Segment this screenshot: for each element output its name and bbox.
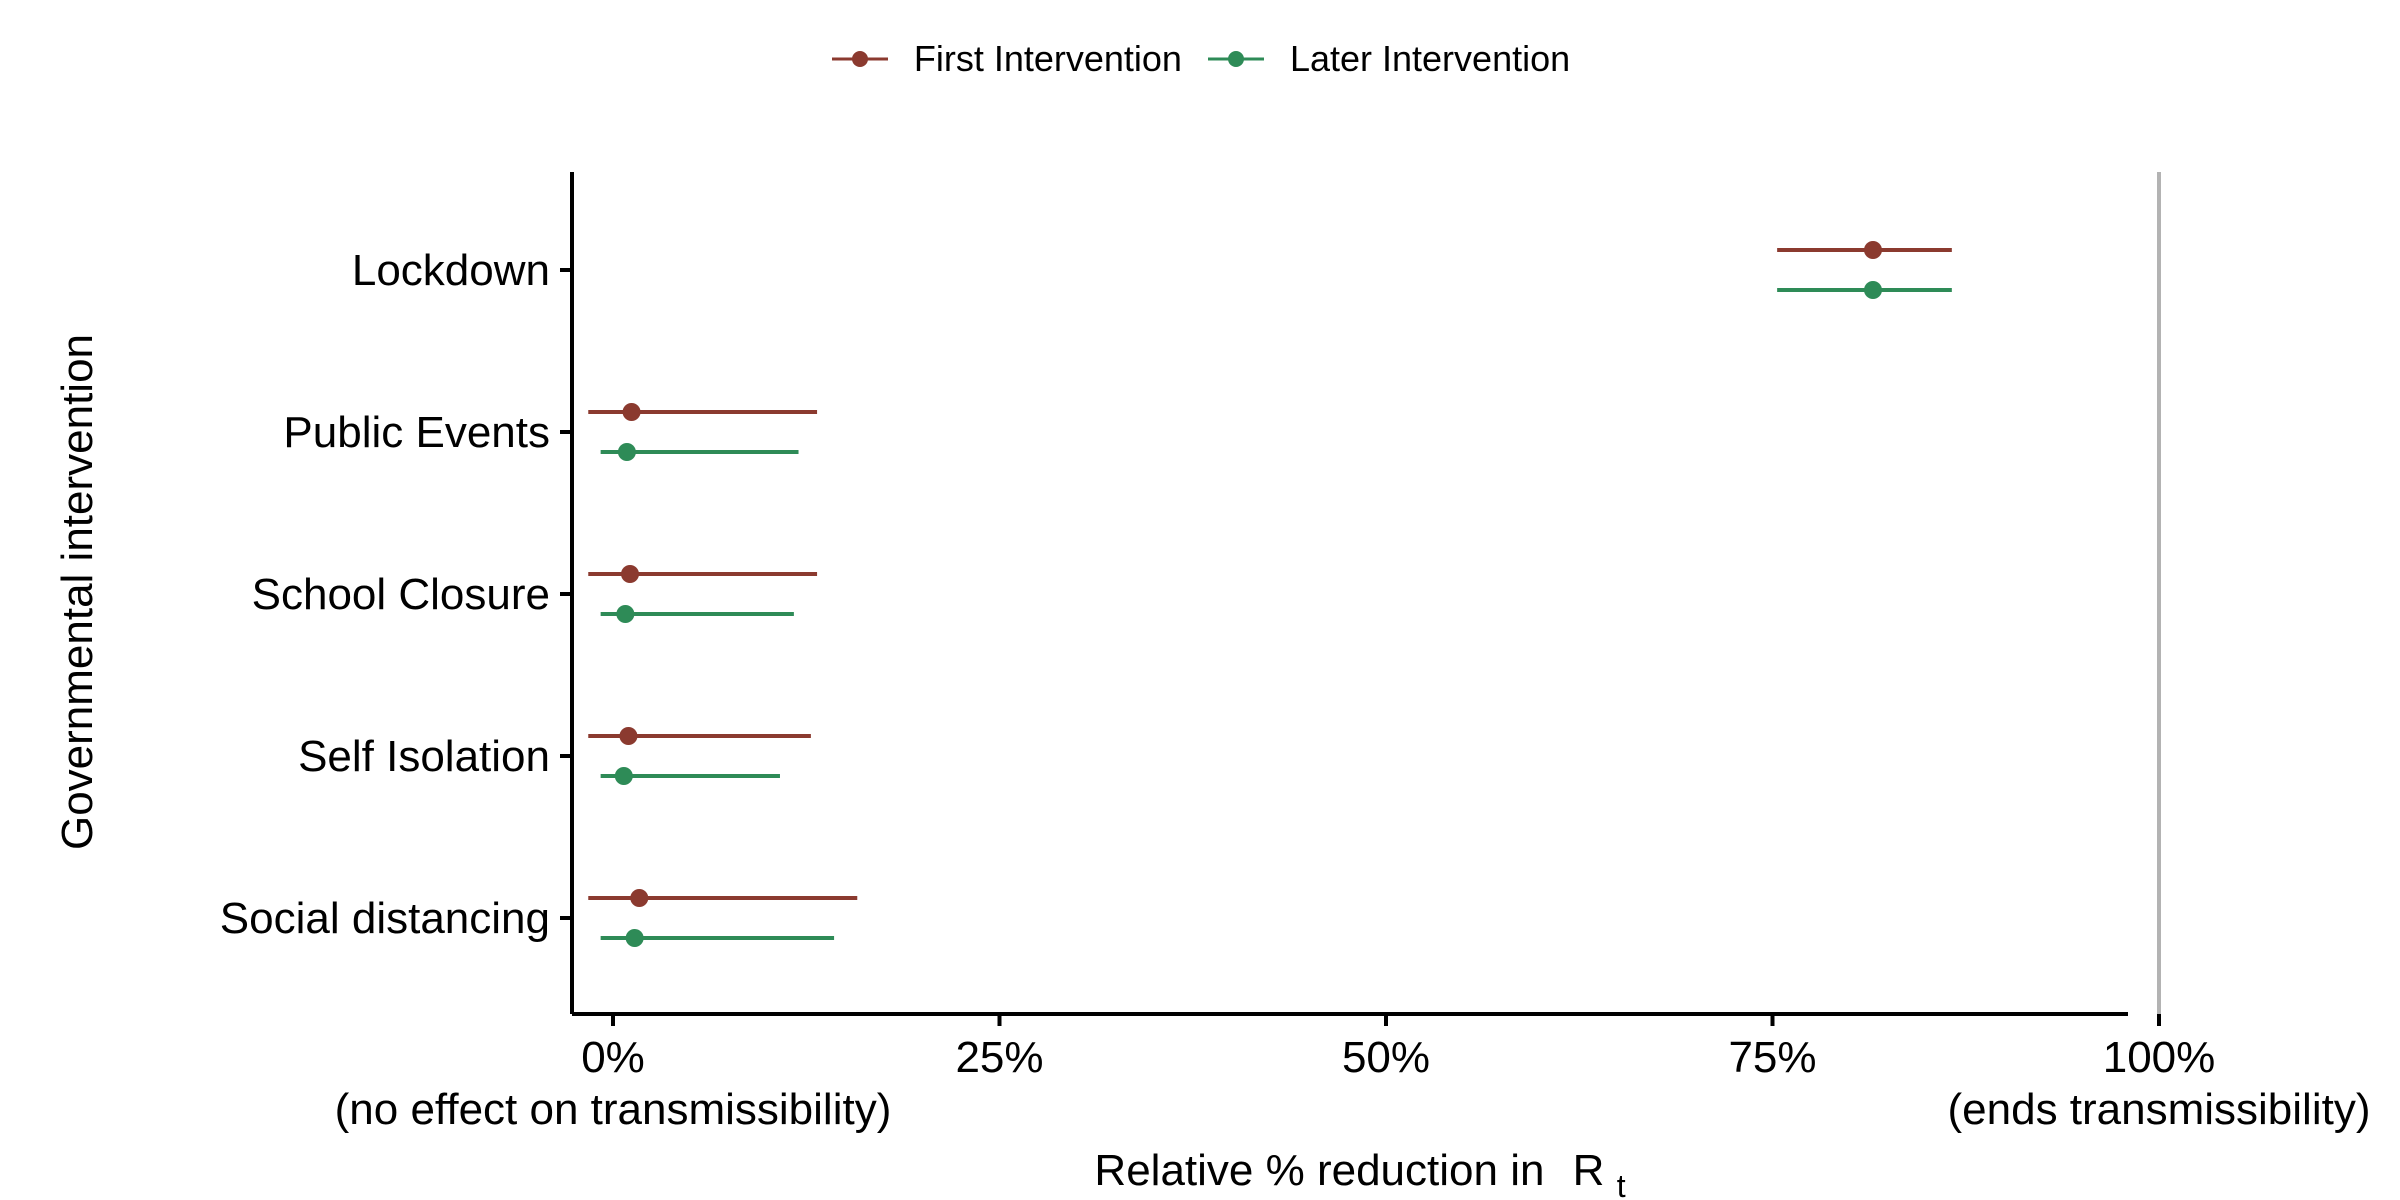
legend-item-first: First Intervention xyxy=(830,38,1182,80)
y-tick-label: Social distancing xyxy=(220,894,550,943)
legend-key-first-dot xyxy=(851,51,868,67)
x-axis-title-subscript: t xyxy=(1617,1168,1626,1200)
series-later-intervention xyxy=(600,281,1952,947)
estimate-point xyxy=(617,443,636,461)
estimate-point xyxy=(1863,241,1882,259)
series-first-intervention xyxy=(588,241,1952,907)
x-tick-label: 25% xyxy=(955,1033,1043,1082)
estimate-point xyxy=(622,403,641,421)
legend: First Intervention Later Intervention xyxy=(0,38,2400,80)
plot-marks xyxy=(588,241,1952,947)
x-axis-title-symbol: R xyxy=(1573,1146,1605,1195)
x-tick-label: 100% xyxy=(2103,1033,2216,1082)
legend-key-later xyxy=(1207,51,1264,67)
legend-label-later: Later Intervention xyxy=(1289,38,1571,79)
estimate-point xyxy=(625,929,644,947)
estimate-point xyxy=(616,605,635,623)
y-tick-label: Self Isolation xyxy=(298,732,550,781)
estimate-point xyxy=(621,565,640,583)
x-tick-label: 0% xyxy=(581,1033,645,1082)
y-tick-label: Public Events xyxy=(283,408,550,457)
legend-key-later-dot xyxy=(1227,51,1244,67)
y-axis-title: Governmental intervention xyxy=(53,334,102,850)
legend-label-first: First Intervention xyxy=(913,38,1182,79)
x-tick-sublabel: (ends transmissibility) xyxy=(1948,1085,2371,1134)
x-axis-title: Relative % reduction in R t xyxy=(1094,1146,1625,1200)
x-tick-sublabel: (no effect on transmissibility) xyxy=(335,1085,892,1134)
x-axis-ticks: 0%(no effect on transmissibility) 25% 50% 7… xyxy=(335,1014,2371,1134)
estimate-point xyxy=(614,767,633,785)
estimate-point xyxy=(1863,281,1882,299)
y-tick-label: School Closure xyxy=(252,570,550,619)
estimate-point xyxy=(619,727,638,745)
y-axis-ticks: Lockdown Public Events School Closure Self … xyxy=(220,246,572,943)
legend-key-first xyxy=(831,51,888,67)
y-tick-label: Lockdown xyxy=(352,246,550,295)
x-tick-label: 50% xyxy=(1342,1033,1430,1082)
x-tick-label: 75% xyxy=(1728,1033,1816,1082)
legend-item-later: Later Intervention xyxy=(1206,38,1570,80)
x-axis-title-text: Relative % reduction in xyxy=(1094,1146,1544,1195)
estimate-point xyxy=(630,889,649,907)
